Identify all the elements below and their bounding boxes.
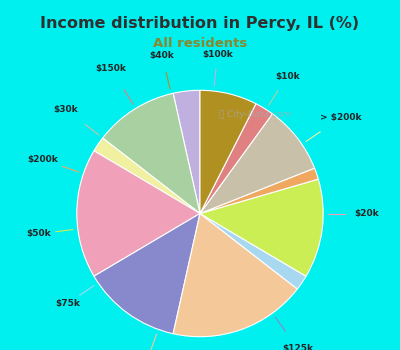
Text: $10k: $10k xyxy=(275,72,300,81)
Text: $50k: $50k xyxy=(26,229,51,238)
Text: $150k: $150k xyxy=(96,64,127,73)
Wedge shape xyxy=(103,93,200,214)
Wedge shape xyxy=(94,214,200,334)
Text: $30k: $30k xyxy=(53,105,78,114)
Text: All residents: All residents xyxy=(153,37,247,50)
Wedge shape xyxy=(200,90,256,214)
Text: $75k: $75k xyxy=(55,299,80,308)
Text: Ⓜ City-Data.com: Ⓜ City-Data.com xyxy=(219,111,292,119)
Text: $100k: $100k xyxy=(202,50,233,59)
Wedge shape xyxy=(200,168,318,214)
Wedge shape xyxy=(200,104,272,214)
Wedge shape xyxy=(94,138,200,214)
Text: $200k: $200k xyxy=(27,155,58,164)
Wedge shape xyxy=(200,179,323,276)
Wedge shape xyxy=(200,214,306,289)
Text: $125k: $125k xyxy=(282,344,313,350)
Text: $20k: $20k xyxy=(354,209,379,218)
Wedge shape xyxy=(200,114,314,214)
Wedge shape xyxy=(173,214,297,337)
Wedge shape xyxy=(77,151,200,276)
Text: Income distribution in Percy, IL (%): Income distribution in Percy, IL (%) xyxy=(40,16,360,31)
Text: $40k: $40k xyxy=(150,51,174,60)
Wedge shape xyxy=(173,90,200,214)
Text: > $200k: > $200k xyxy=(320,113,361,122)
